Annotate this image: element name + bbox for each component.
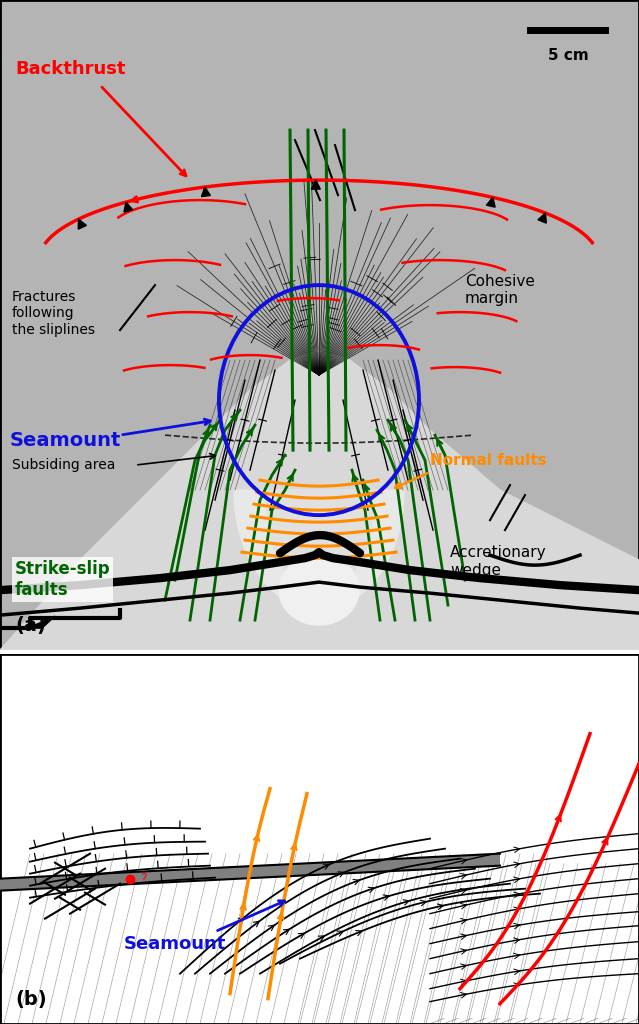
Text: 5 cm: 5 cm <box>548 48 589 63</box>
Text: Seamount: Seamount <box>10 431 121 450</box>
Polygon shape <box>28 616 55 628</box>
Polygon shape <box>279 555 359 625</box>
Polygon shape <box>0 854 500 891</box>
Text: ?: ? <box>140 872 146 885</box>
Text: Normal faults: Normal faults <box>430 453 546 468</box>
Text: Seamount: Seamount <box>124 935 226 952</box>
Polygon shape <box>234 490 404 610</box>
Text: Backthrust: Backthrust <box>15 60 125 78</box>
Text: (b): (b) <box>15 989 47 1009</box>
Polygon shape <box>538 213 546 223</box>
Polygon shape <box>311 180 320 189</box>
Text: Strike-slip
faults: Strike-slip faults <box>15 560 111 599</box>
Text: Accretionary
wedge: Accretionary wedge <box>450 545 546 578</box>
Text: Subsiding area: Subsiding area <box>12 458 116 472</box>
Polygon shape <box>265 490 374 600</box>
Polygon shape <box>78 219 86 229</box>
Polygon shape <box>0 350 639 650</box>
Text: Fractures
following
the sliplines: Fractures following the sliplines <box>12 290 95 337</box>
Polygon shape <box>124 202 133 212</box>
Text: (a): (a) <box>15 616 46 635</box>
Polygon shape <box>201 187 210 197</box>
Polygon shape <box>486 198 495 207</box>
Text: Cohesive
margin: Cohesive margin <box>465 273 535 306</box>
